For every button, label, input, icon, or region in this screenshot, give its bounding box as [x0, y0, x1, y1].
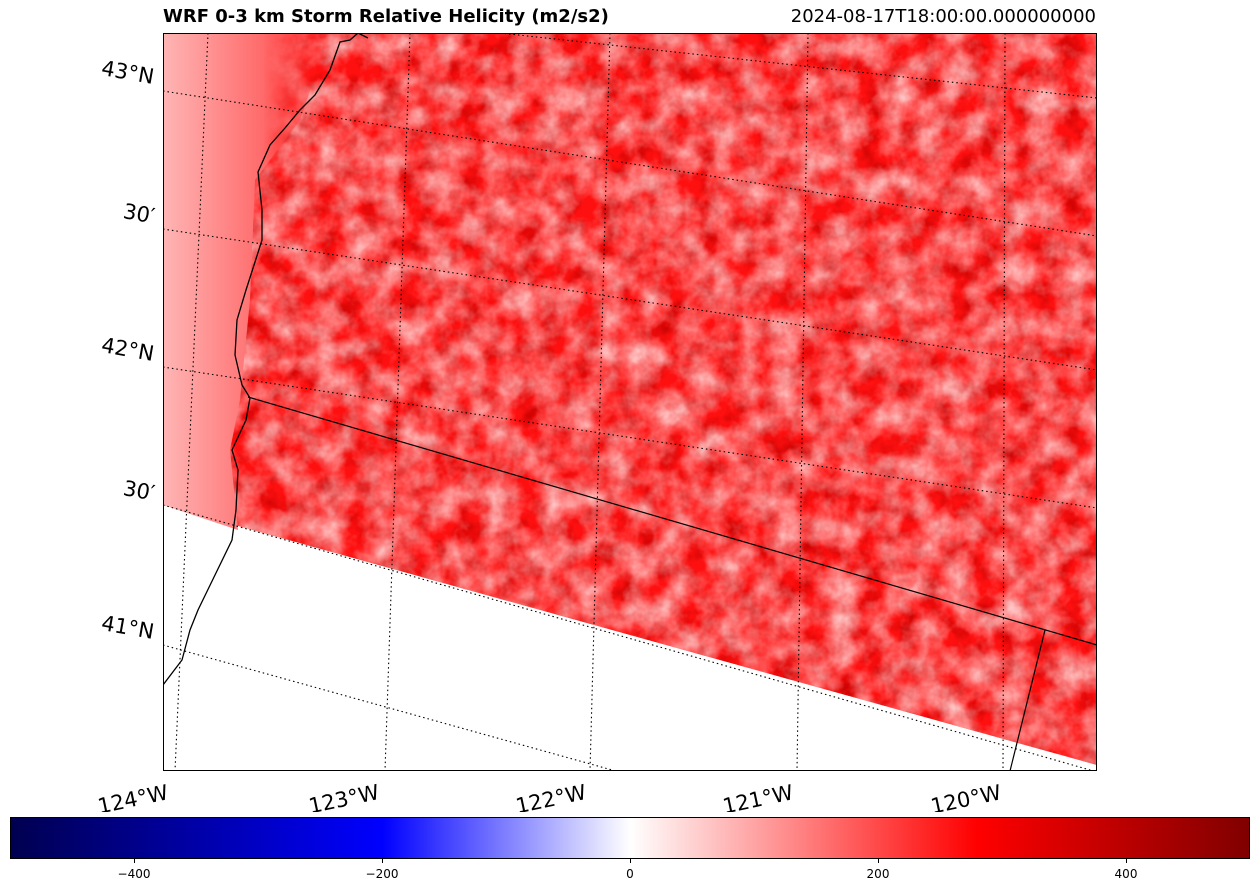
parallel-gridlines	[163, 33, 1097, 771]
longitude-labels: 124°W 123°W 122°W 121°W 120°W	[96, 780, 1004, 812]
colorbar-tick-label: −400	[117, 867, 151, 881]
lat-label-43n: 43°N	[100, 56, 156, 89]
lat-label-42-30: 30′	[121, 199, 156, 228]
lat-label-41-30: 30′	[121, 476, 156, 505]
offshore-light-zone	[163, 33, 330, 530]
colorbar-tick-label: 0	[626, 867, 634, 881]
colorbar-tick	[630, 859, 631, 863]
lon-label-123w: 123°W	[307, 780, 382, 812]
colorbar-tick	[382, 859, 383, 863]
map-panel: 43°N 30′ 42°N 30′ 41°N 124°W 123°W 122°W…	[96, 33, 1097, 812]
latitude-labels: 43°N 30′ 42°N 30′ 41°N	[100, 56, 157, 644]
colorbar-ticks: −400 −200 0 200 400	[10, 859, 1250, 889]
state-borders	[247, 396, 1097, 771]
lon-label-124w: 124°W	[96, 780, 171, 812]
colorbar	[10, 817, 1250, 859]
meridian-gridlines	[174, 33, 1006, 771]
lon-label-120w: 120°W	[929, 780, 1004, 812]
helicity-field-light-texture	[163, 33, 1097, 765]
map-timestamp: 2024-08-17T18:00:00.000000000	[790, 6, 1096, 27]
lat-label-41n: 41°N	[100, 611, 156, 644]
colorbar-tick-label: 200	[866, 867, 890, 881]
map-title: WRF 0-3 km Storm Relative Helicity (m2/s…	[163, 6, 609, 27]
coastline	[163, 33, 369, 686]
lat-label-42n: 42°N	[100, 333, 156, 366]
colorbar-tick-label: 400	[1114, 867, 1138, 881]
colorbar-tick	[134, 859, 135, 863]
colorbar-tick	[1126, 859, 1127, 863]
colorbar-tick-label: −200	[365, 867, 399, 881]
colorbar-tick	[878, 859, 879, 863]
map-frame	[163, 33, 1097, 771]
lon-label-122w: 122°W	[514, 780, 589, 812]
lon-label-121w: 121°W	[721, 780, 796, 812]
